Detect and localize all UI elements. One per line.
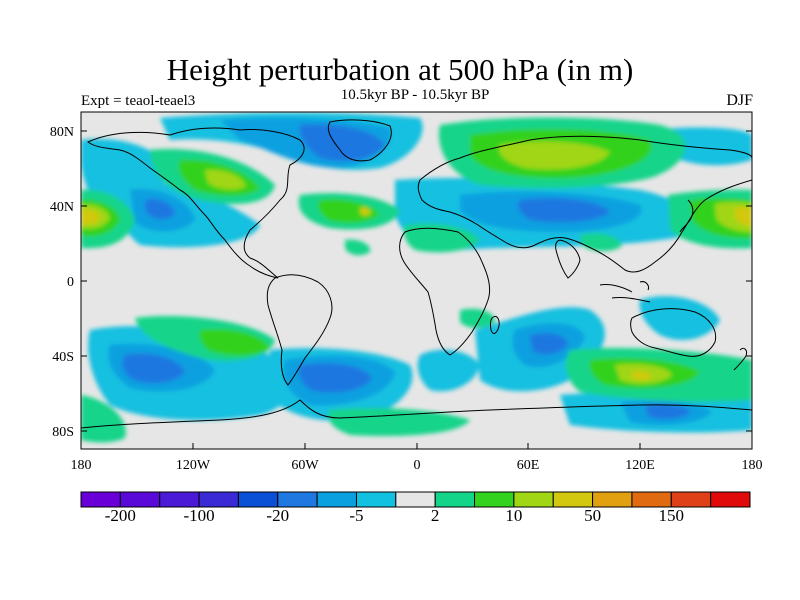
- season-label: DJF: [726, 92, 753, 109]
- lat-tick-label: 40S: [52, 350, 74, 365]
- colorbar-swatch: [159, 491, 200, 508]
- contour-fill-positive: [580, 233, 622, 252]
- colorbar-swatch: [119, 491, 161, 508]
- contour-fill-positive: [318, 199, 380, 223]
- coastline-india: [555, 239, 581, 279]
- colorbar-label: 10: [505, 506, 523, 525]
- contour-fill-positive: [499, 141, 610, 170]
- colorbar-label: -200: [104, 506, 136, 525]
- contour-fill-negative: [639, 296, 720, 340]
- plot-title: Height perturbation at 500 hPa (in m): [166, 52, 634, 87]
- colorbar-swatch: [631, 491, 672, 508]
- colorbar-swatch: [474, 491, 515, 508]
- lat-tick-label: 0: [67, 275, 74, 290]
- lat-tick-label: 80S: [52, 425, 74, 440]
- coastline-australia: [630, 308, 717, 357]
- contour-fill-negative: [145, 199, 175, 220]
- colorbar-swatch: [277, 491, 318, 508]
- contour-fill-positive: [199, 328, 270, 356]
- contour-fill-negative: [298, 363, 372, 393]
- experiment-label: Expt = teaol-teael3: [81, 93, 196, 109]
- colorbar-label: 2: [430, 506, 440, 525]
- lon-tick-label: 180: [71, 458, 92, 473]
- coastline-japan: [679, 199, 694, 233]
- coastline-madagascar: [489, 315, 500, 334]
- contour-fill-negative: [517, 198, 610, 223]
- colorbar-label: 50: [584, 506, 602, 525]
- contour-fill-positive: [328, 408, 470, 437]
- colorbar-swatch: [513, 491, 554, 508]
- contour-fill-negative: [530, 333, 568, 355]
- coastline-south-america: [266, 274, 333, 386]
- contour-fill-negative: [122, 353, 185, 384]
- colorbar-label: -5: [349, 506, 364, 525]
- contour-fill-positive: [360, 207, 371, 216]
- lon-tick-label: 60W: [291, 458, 319, 473]
- colorbar-swatch: [355, 491, 397, 508]
- coastlines: [81, 119, 752, 429]
- colorbar-swatch: [434, 491, 476, 508]
- contour-fill-positive: [81, 209, 100, 225]
- axis-ticks: [80, 130, 753, 449]
- coastline-greenland: [327, 119, 392, 162]
- coastline-eurasia: [417, 135, 752, 273]
- contour-fill-negative: [645, 403, 690, 420]
- contour-fill-positive: [735, 207, 752, 226]
- colorbar-swatch: [710, 491, 751, 508]
- contour-fill-positive: [460, 308, 495, 328]
- plot-subtitle: 10.5kyr BP - 10.5kyr BP: [340, 87, 490, 103]
- contour-fill-positive: [345, 239, 371, 256]
- contour-field: [81, 112, 752, 443]
- contour-fill-positive: [403, 223, 480, 253]
- coastline-north-america: [87, 127, 305, 279]
- coastline-africa: [399, 227, 491, 356]
- colorbar-swatch: [80, 491, 121, 508]
- colorbar-swatch: [670, 491, 712, 508]
- colorbar-label: -20: [266, 506, 290, 525]
- colorbar-swatch: [552, 491, 594, 508]
- coastline-indonesia: [599, 281, 651, 303]
- contour-fill-positive: [81, 395, 126, 443]
- lat-tick-label: 80N: [50, 125, 74, 140]
- contour-fill-positive: [205, 169, 246, 190]
- colorbar-swatch: [316, 491, 357, 508]
- colorbar-label: 150: [658, 506, 685, 525]
- colorbar-swatch: [395, 491, 436, 508]
- contour-fill-positive: [632, 371, 652, 380]
- colorbar-label: -100: [183, 506, 215, 525]
- contour-fill-negative: [299, 124, 385, 162]
- colorbar-swatch: [592, 491, 633, 508]
- colorbar: [80, 491, 751, 508]
- contour-fill-negative: [417, 349, 480, 392]
- coastline-antarctica: [81, 399, 752, 429]
- lon-tick-label: 120W: [176, 458, 211, 473]
- lat-tick-label: 40N: [50, 200, 74, 215]
- colorbar-swatch: [237, 491, 279, 508]
- lon-tick-label: 180: [742, 458, 763, 473]
- lon-tick-label: 120E: [625, 458, 655, 473]
- lon-tick-label: 60E: [517, 458, 540, 473]
- colorbar-swatch: [198, 491, 239, 508]
- lon-tick-label: 0: [414, 458, 421, 473]
